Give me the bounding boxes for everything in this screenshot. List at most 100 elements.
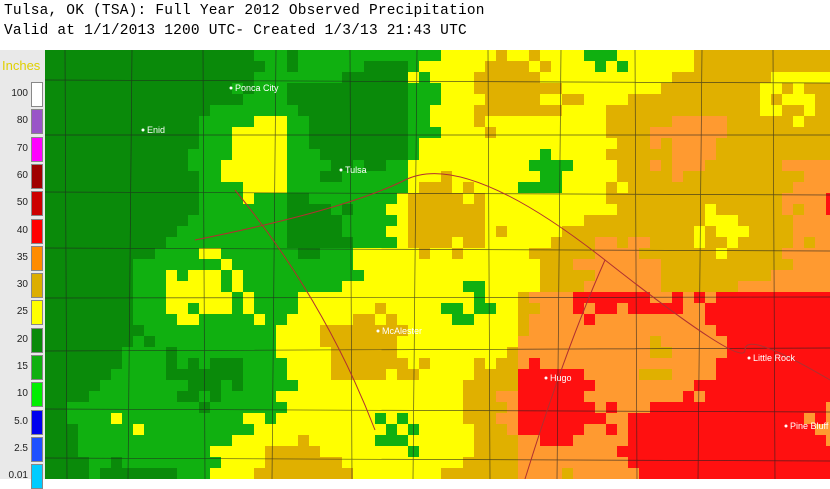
precip-cell <box>760 281 771 292</box>
precip-cell <box>573 237 584 248</box>
legend-label: 70 <box>16 142 28 154</box>
precip-cell <box>826 138 830 149</box>
precip-cell <box>474 116 485 127</box>
precip-cell <box>122 193 133 204</box>
precip-cell <box>67 391 78 402</box>
precip-cell <box>243 325 254 336</box>
precip-cell <box>705 182 716 193</box>
precip-cell <box>694 391 705 402</box>
precip-cell <box>771 138 782 149</box>
precip-cell <box>793 314 804 325</box>
precip-cell <box>441 468 452 479</box>
precip-cell <box>485 391 496 402</box>
precip-cell <box>243 204 254 215</box>
legend-label: 20 <box>16 333 28 345</box>
precip-cell <box>716 303 727 314</box>
precip-cell <box>496 61 507 72</box>
precip-cell <box>89 50 100 61</box>
precip-cell <box>562 72 573 83</box>
precip-cell <box>177 446 188 457</box>
precip-cell <box>375 402 386 413</box>
precip-cell <box>331 237 342 248</box>
precip-cell <box>584 391 595 402</box>
precip-cell <box>309 105 320 116</box>
precip-cell <box>386 281 397 292</box>
precip-cell <box>782 303 793 314</box>
precip-cell <box>177 116 188 127</box>
precip-cell <box>342 380 353 391</box>
precip-cell <box>309 468 320 479</box>
precip-cell <box>485 138 496 149</box>
precip-cell <box>815 171 826 182</box>
precip-cell <box>408 105 419 116</box>
precip-cell <box>650 215 661 226</box>
precip-cell <box>804 347 815 358</box>
precip-cell <box>804 259 815 270</box>
precip-cell <box>177 402 188 413</box>
precip-cell <box>738 281 749 292</box>
precip-cell <box>177 380 188 391</box>
precip-cell <box>727 457 738 468</box>
precip-cell <box>507 193 518 204</box>
precip-cell <box>375 50 386 61</box>
precip-cell <box>155 160 166 171</box>
precip-cell <box>672 281 683 292</box>
precip-cell <box>441 314 452 325</box>
precip-cell <box>771 281 782 292</box>
precip-cell <box>793 50 804 61</box>
precip-cell <box>100 413 111 424</box>
precip-cell <box>782 292 793 303</box>
precip-cell <box>221 369 232 380</box>
precip-cell <box>804 336 815 347</box>
precip-cell <box>397 204 408 215</box>
precip-cell <box>298 248 309 259</box>
precip-cell <box>386 226 397 237</box>
precip-cell <box>166 457 177 468</box>
precip-cell <box>353 270 364 281</box>
precip-cell <box>584 303 595 314</box>
precip-cell <box>650 402 661 413</box>
precip-cell <box>375 336 386 347</box>
precip-cell <box>419 435 430 446</box>
precip-cell <box>804 61 815 72</box>
precip-cell <box>485 424 496 435</box>
precip-cell <box>56 424 67 435</box>
legend-swatch <box>31 409 43 435</box>
precip-cell <box>166 468 177 479</box>
precip-cell <box>474 138 485 149</box>
precip-cell <box>485 116 496 127</box>
precip-cell <box>540 259 551 270</box>
precip-cell <box>342 303 353 314</box>
precip-cell <box>243 149 254 160</box>
precip-cell <box>342 94 353 105</box>
precip-cell <box>738 457 749 468</box>
precip-cell <box>804 402 815 413</box>
precip-cell <box>452 50 463 61</box>
precip-cell <box>243 248 254 259</box>
precip-cell <box>265 138 276 149</box>
precip-cell <box>265 303 276 314</box>
precip-cell <box>727 248 738 259</box>
precip-cell <box>89 303 100 314</box>
precip-cell <box>760 457 771 468</box>
precip-cell <box>265 160 276 171</box>
legend-swatch <box>31 273 43 299</box>
precip-cell <box>705 204 716 215</box>
precip-cell <box>210 105 221 116</box>
precip-cell <box>166 391 177 402</box>
precip-cell <box>430 171 441 182</box>
precip-cell <box>529 72 540 83</box>
precip-cell <box>78 468 89 479</box>
precip-cell <box>67 237 78 248</box>
precip-cell <box>815 226 826 237</box>
precip-cell <box>419 314 430 325</box>
precip-cell <box>573 83 584 94</box>
precip-cell <box>331 314 342 325</box>
precip-cell <box>177 94 188 105</box>
precip-cell <box>661 413 672 424</box>
precip-cell <box>210 226 221 237</box>
precip-cell <box>298 193 309 204</box>
precip-cell <box>144 457 155 468</box>
precip-cell <box>694 446 705 457</box>
precip-cell <box>496 468 507 479</box>
